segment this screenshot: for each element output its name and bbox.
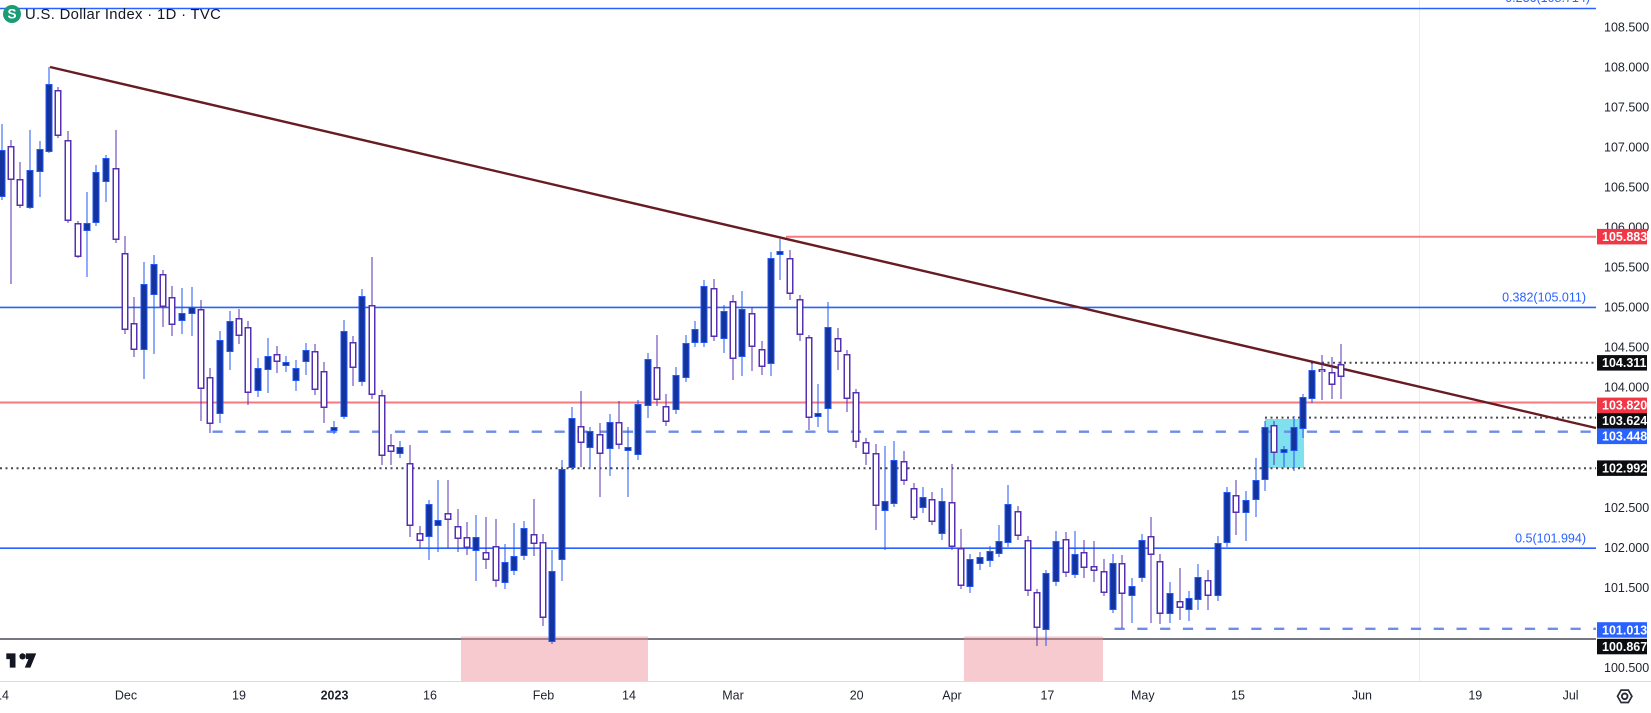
svg-text:Feb: Feb: [533, 689, 555, 703]
svg-text:19: 19: [232, 689, 246, 703]
svg-text:102.500: 102.500: [1604, 501, 1649, 515]
svg-text:101.500: 101.500: [1604, 581, 1649, 595]
svg-text:103.624: 103.624: [1602, 414, 1647, 428]
svg-text:107.500: 107.500: [1604, 100, 1649, 114]
svg-text:103.448: 103.448: [1602, 430, 1647, 444]
svg-text:106.500: 106.500: [1604, 180, 1649, 194]
svg-text:S: S: [7, 7, 16, 22]
svg-text:14: 14: [622, 689, 636, 703]
svg-text:Jul: Jul: [1563, 689, 1579, 703]
svg-text:0.236(108.714): 0.236(108.714): [1505, 0, 1590, 5]
svg-text:102.000: 102.000: [1604, 541, 1649, 555]
svg-text:100.867: 100.867: [1602, 640, 1647, 654]
svg-text:0.382(105.011): 0.382(105.011): [1502, 291, 1586, 305]
svg-text:0.5(101.994): 0.5(101.994): [1515, 532, 1586, 546]
svg-text:102.992: 102.992: [1602, 462, 1647, 476]
svg-text:U.S. Dollar Index · 1D · TVC: U.S. Dollar Index · 1D · TVC: [25, 7, 221, 23]
svg-text:2023: 2023: [321, 689, 349, 703]
svg-text:103.820: 103.820: [1602, 399, 1647, 413]
svg-text:19: 19: [1468, 689, 1482, 703]
svg-text:20: 20: [850, 689, 864, 703]
svg-text:Mar: Mar: [722, 689, 744, 703]
svg-text:Apr: Apr: [942, 689, 961, 703]
svg-text:105.500: 105.500: [1604, 261, 1649, 275]
svg-text:100.500: 100.500: [1604, 661, 1649, 675]
svg-text:Dec: Dec: [115, 689, 137, 703]
svg-text:17: 17: [1040, 689, 1054, 703]
svg-text:104.500: 104.500: [1604, 341, 1649, 355]
svg-text:107.000: 107.000: [1604, 140, 1649, 154]
svg-text:15: 15: [1231, 689, 1245, 703]
svg-text:104.000: 104.000: [1604, 381, 1649, 395]
svg-text:101.013: 101.013: [1602, 623, 1647, 637]
svg-text:May: May: [1131, 689, 1155, 703]
svg-text:105.000: 105.000: [1604, 301, 1649, 315]
svg-text:108.000: 108.000: [1604, 60, 1649, 74]
svg-text:104.311: 104.311: [1602, 356, 1647, 370]
svg-text:Jun: Jun: [1352, 689, 1372, 703]
svg-text:108.500: 108.500: [1604, 20, 1649, 34]
svg-text:14: 14: [0, 689, 9, 703]
svg-text:105.883: 105.883: [1602, 230, 1647, 244]
svg-text:16: 16: [423, 689, 437, 703]
